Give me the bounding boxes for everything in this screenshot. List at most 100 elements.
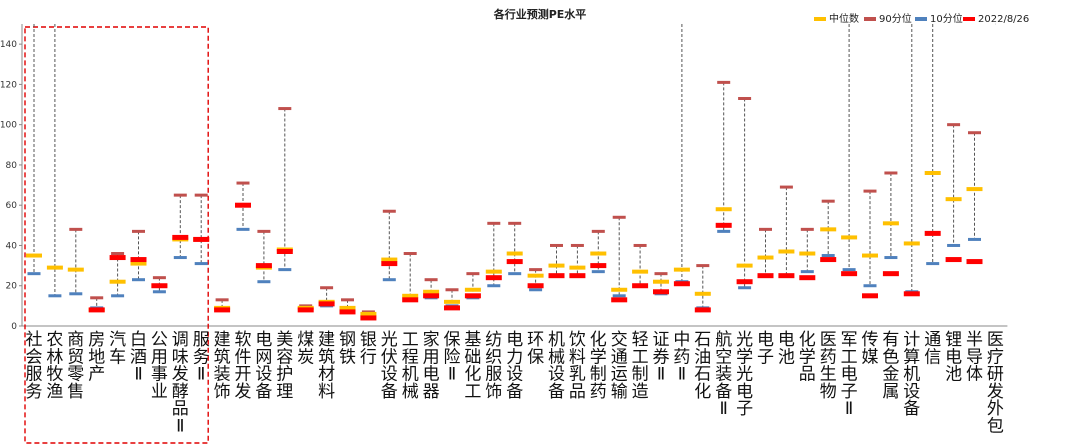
marker-90 [382, 209, 396, 213]
marker-current [757, 273, 774, 279]
marker-current [318, 301, 335, 307]
x-category-label: 光伏设备 [381, 330, 398, 402]
legend-swatch [864, 17, 876, 21]
marker-90 [173, 193, 187, 197]
marker-median [799, 251, 816, 256]
marker-current [778, 273, 795, 279]
y-tick-label: 120 [0, 80, 17, 90]
marker-current [151, 283, 168, 289]
marker-median [590, 251, 607, 256]
marker-median [924, 170, 941, 175]
x-category-label: 服务 Ⅱ [193, 330, 210, 385]
marker-median [360, 311, 377, 316]
x-category-label: 工程机械 [402, 330, 419, 402]
marker-90 [800, 227, 814, 231]
x-category-label: 传媒 [862, 330, 879, 367]
marker-10 [173, 256, 187, 260]
marker-90 [257, 229, 271, 233]
marker-10 [111, 294, 125, 298]
marker-10 [591, 270, 605, 274]
marker-10 [842, 268, 856, 272]
marker-90 [236, 181, 250, 185]
marker-median [67, 267, 84, 272]
x-category-label: 中药 Ⅱ [673, 330, 690, 385]
chart-title: 各行业预测PE水平 [493, 7, 587, 21]
marker-10 [278, 268, 292, 272]
x-category-label: 煤炭 [297, 330, 314, 367]
marker-90 [111, 252, 125, 256]
marker-median [611, 287, 628, 292]
highlight-box [24, 26, 209, 444]
marker-90 [215, 298, 229, 302]
x-category-label: 保险 Ⅱ [444, 330, 461, 385]
x-category-label: 机械设备 [548, 330, 565, 402]
marker-median [485, 269, 502, 274]
marker-median [548, 263, 565, 268]
x-category-label: 计算机设备 [903, 330, 920, 419]
marker-90 [947, 123, 961, 127]
x-category-label: 公用事业 [151, 330, 168, 402]
marker-10 [152, 290, 166, 294]
marker-median [444, 299, 460, 304]
marker-10 [800, 270, 814, 274]
marker-median [402, 293, 419, 298]
marker-median [778, 249, 795, 254]
marker-10 [863, 284, 877, 288]
x-category-label: 电网设备 [255, 330, 272, 402]
marker-current [193, 236, 210, 242]
marker-current [88, 307, 105, 313]
marker-current [820, 257, 837, 263]
marker-current [611, 297, 628, 303]
marker-current [381, 261, 398, 267]
marker-current [214, 307, 231, 313]
x-category-label: 建筑材料 [318, 330, 335, 402]
marker-10 [236, 227, 250, 231]
marker-median [715, 207, 732, 212]
marker-current [736, 279, 753, 285]
marker-current [673, 281, 690, 287]
marker-90 [633, 243, 647, 247]
marker-median [882, 221, 899, 226]
highlight-box-rect [24, 26, 209, 444]
axes: 0 20 40 60 80 100 120 140 [0, 24, 1008, 332]
marker-median [945, 197, 962, 202]
x-category-label: 航空装备 Ⅱ [715, 330, 732, 419]
marker-median [862, 253, 878, 258]
x-category-label: 医疗研发外包 [987, 330, 1004, 437]
marker-90 [863, 189, 877, 193]
x-category-label: 证券 Ⅱ [653, 330, 670, 385]
marker-90 [591, 229, 605, 233]
marker-median [46, 265, 63, 270]
marker-median [506, 251, 523, 256]
legend-swatch [814, 17, 826, 21]
marker-10 [717, 229, 731, 233]
marker-current [235, 202, 251, 208]
marker-current [109, 255, 126, 261]
marker-median [757, 255, 774, 260]
marker-90 [152, 276, 166, 280]
marker-current [862, 293, 878, 299]
marker-median [26, 253, 42, 258]
y-tick-label: 140 [0, 40, 17, 50]
marker-90 [487, 221, 501, 225]
marker-current [653, 289, 669, 295]
legend-label: 中位数 [829, 12, 859, 25]
marker-current [966, 259, 983, 265]
marker-median [109, 279, 126, 284]
y-tick-label: 40 [6, 241, 18, 251]
x-category-label: 医药生物 [820, 330, 837, 402]
x-category-label: 锂电池 [945, 330, 962, 385]
x-category-label: 交通运输 [611, 330, 628, 402]
marker-current [297, 307, 314, 313]
marker-90 [550, 243, 563, 247]
marker-90 [132, 229, 145, 233]
marker-median [820, 227, 837, 232]
marker-10 [69, 292, 83, 296]
marker-current [945, 257, 962, 263]
marker-90 [696, 264, 710, 268]
marker-10 [529, 288, 543, 292]
marker-90 [424, 278, 438, 282]
markers [26, 80, 983, 321]
y-tick-label: 60 [6, 201, 18, 211]
marker-10 [508, 272, 522, 276]
